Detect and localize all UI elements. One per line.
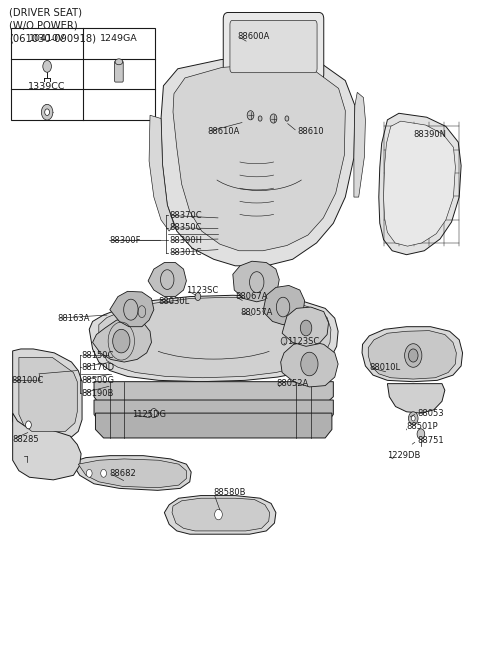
- Text: 1249GA: 1249GA: [100, 34, 138, 43]
- Text: (W/O POWER): (W/O POWER): [9, 20, 78, 30]
- Text: 88067A: 88067A: [235, 292, 268, 301]
- Polygon shape: [72, 456, 191, 490]
- FancyBboxPatch shape: [223, 12, 324, 81]
- Text: 88100C: 88100C: [11, 376, 44, 385]
- Text: 88190B: 88190B: [81, 389, 113, 398]
- Polygon shape: [368, 331, 456, 379]
- Text: 88150C: 88150C: [81, 351, 113, 360]
- Text: 1125DG: 1125DG: [132, 410, 166, 419]
- Text: 88500G: 88500G: [81, 376, 114, 385]
- Text: 88682: 88682: [110, 469, 137, 478]
- Polygon shape: [149, 115, 174, 231]
- FancyBboxPatch shape: [115, 61, 123, 82]
- Text: 88057A: 88057A: [240, 308, 272, 317]
- Circle shape: [195, 293, 201, 300]
- Polygon shape: [19, 358, 77, 432]
- Polygon shape: [354, 92, 365, 197]
- Text: 88170D: 88170D: [81, 363, 114, 372]
- Polygon shape: [12, 413, 81, 480]
- Circle shape: [301, 352, 318, 376]
- Text: 88053: 88053: [417, 409, 444, 418]
- Text: 1229DB: 1229DB: [387, 451, 421, 460]
- Text: 88610A: 88610A: [207, 127, 240, 136]
- Text: 88390H: 88390H: [169, 236, 202, 245]
- Polygon shape: [110, 291, 154, 327]
- Circle shape: [41, 104, 53, 120]
- Text: 88751: 88751: [417, 436, 444, 445]
- Circle shape: [25, 421, 31, 429]
- Circle shape: [285, 116, 289, 121]
- Text: 88501P: 88501P: [407, 422, 438, 431]
- Text: 88301C: 88301C: [169, 248, 202, 257]
- Text: 88300F: 88300F: [110, 236, 141, 245]
- Text: 88370C: 88370C: [169, 211, 202, 220]
- Polygon shape: [379, 113, 461, 255]
- Circle shape: [281, 337, 287, 345]
- Polygon shape: [387, 384, 445, 413]
- Polygon shape: [78, 459, 186, 487]
- Text: 88390N: 88390N: [413, 130, 446, 138]
- Circle shape: [86, 470, 92, 478]
- Polygon shape: [94, 400, 333, 423]
- Text: 88285: 88285: [12, 435, 39, 443]
- Text: (DRIVER SEAT): (DRIVER SEAT): [9, 7, 82, 17]
- Text: (061030-090918): (061030-090918): [9, 33, 96, 43]
- Polygon shape: [233, 261, 279, 302]
- Circle shape: [113, 329, 130, 353]
- Polygon shape: [172, 498, 270, 531]
- Polygon shape: [148, 262, 186, 297]
- Text: 88052A: 88052A: [276, 379, 308, 388]
- Polygon shape: [89, 295, 338, 382]
- Polygon shape: [99, 297, 331, 378]
- Ellipse shape: [115, 59, 123, 65]
- Text: 88610: 88610: [298, 127, 324, 136]
- Text: 88350C: 88350C: [169, 223, 202, 232]
- Polygon shape: [282, 307, 328, 346]
- Circle shape: [411, 416, 415, 421]
- Circle shape: [258, 116, 262, 121]
- Text: 88010L: 88010L: [369, 363, 400, 372]
- Circle shape: [405, 344, 422, 367]
- Text: 88600A: 88600A: [238, 31, 270, 41]
- Circle shape: [408, 349, 418, 362]
- Circle shape: [417, 429, 425, 440]
- Circle shape: [408, 412, 418, 425]
- Text: 1123SC: 1123SC: [287, 337, 319, 346]
- Polygon shape: [12, 349, 82, 443]
- Text: 88163A: 88163A: [57, 314, 90, 323]
- Polygon shape: [362, 327, 463, 382]
- Circle shape: [247, 111, 254, 120]
- Polygon shape: [161, 56, 355, 266]
- Polygon shape: [96, 413, 332, 438]
- Circle shape: [45, 109, 49, 115]
- Polygon shape: [384, 121, 456, 246]
- Text: 1123SC: 1123SC: [186, 285, 219, 295]
- Polygon shape: [263, 285, 305, 325]
- Polygon shape: [173, 64, 345, 251]
- Circle shape: [43, 60, 51, 72]
- Polygon shape: [281, 341, 338, 387]
- FancyBboxPatch shape: [230, 20, 317, 73]
- Bar: [11, 28, 155, 120]
- Text: 88030L: 88030L: [158, 297, 190, 306]
- Polygon shape: [93, 318, 152, 362]
- Polygon shape: [164, 495, 276, 534]
- Circle shape: [300, 320, 312, 336]
- Polygon shape: [94, 382, 333, 403]
- Circle shape: [101, 470, 107, 478]
- Circle shape: [270, 114, 277, 123]
- Text: 1339CC: 1339CC: [28, 82, 66, 91]
- Circle shape: [215, 509, 222, 520]
- Text: 88580B: 88580B: [214, 489, 246, 497]
- Circle shape: [151, 409, 157, 418]
- Text: 10410V: 10410V: [29, 34, 65, 43]
